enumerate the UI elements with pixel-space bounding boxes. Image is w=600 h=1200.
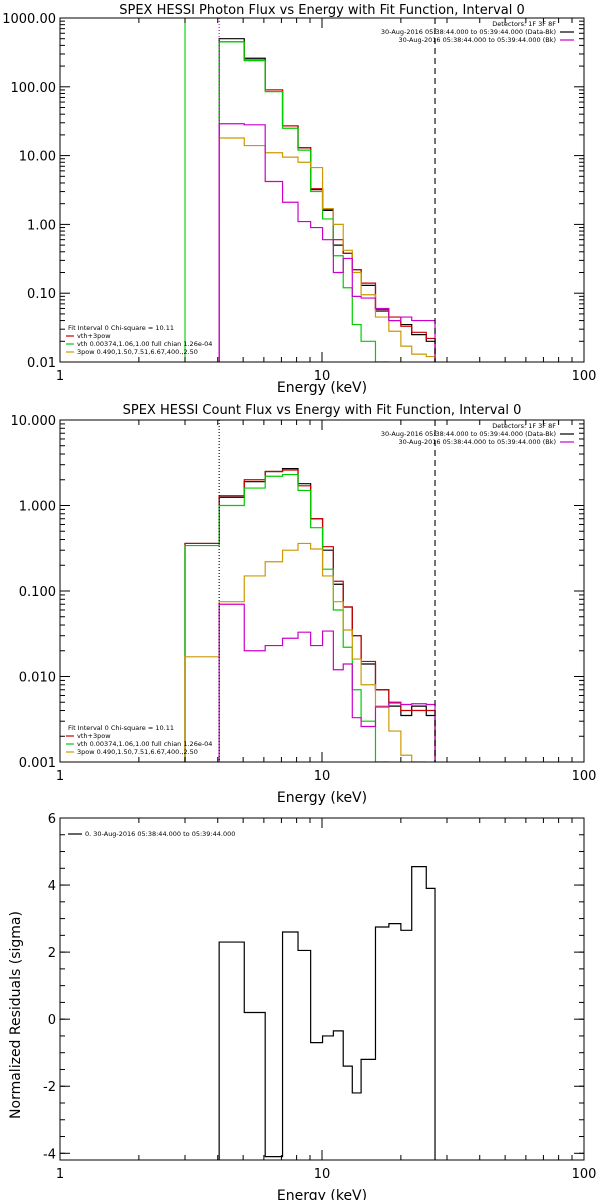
- count-flux-title: SPEX HESSI Count Flux vs Energy with Fit…: [123, 403, 522, 418]
- series-line-3pow: [184, 542, 427, 762]
- y-tick-label: 100.00: [11, 81, 57, 96]
- legend-entry-text: 3pow 0.490,1.50,7.51,6.67,400.,2.50: [77, 748, 198, 756]
- y-tick-label: 0.010: [19, 671, 56, 686]
- legend-entry-text: vth 0.00374,1.06,1.00 full chian 1.26e-0…: [77, 740, 212, 748]
- series-line-vth-3pow: [184, 469, 436, 762]
- residuals-panel: 1 10 100 -4 -2 0 2 4 6 Energy (keV) Normalized R…: [8, 812, 596, 1200]
- series-line-bk: [184, 603, 436, 762]
- residuals-ylabel: Normalized Residuals (sigma): [8, 911, 24, 1119]
- series-line-3pow: [218, 137, 436, 362]
- legend-entry-text: vth+3pow: [77, 332, 111, 340]
- residuals-legend-top-left: 0. 30-Aug-2016 05:38:44.000 to 05:39:44.…: [68, 830, 235, 838]
- photon-flux-panel: SPEX HESSI Photon Flux vs Energy with Fi…: [2, 3, 596, 396]
- photon-flux-plot-layer: 1 10 100 0.01 0.10 1.00 10.00 100.00 1000.00: [2, 12, 596, 384]
- y-tick-label: 10.00: [19, 150, 56, 165]
- y-tick-label: 1000.00: [2, 12, 56, 27]
- count-flux-panel: SPEX HESSI Count Flux vs Energy with Fit…: [11, 403, 597, 806]
- residuals-xlabel: Energy (keV): [277, 1188, 367, 1200]
- y-tick-label: 0.001: [19, 756, 56, 771]
- legend-entry-text: Detectors: 1F 3F 8F: [492, 20, 556, 28]
- x-tick-label: 1: [56, 369, 64, 384]
- y-tick-label: 1.00: [27, 218, 56, 233]
- legend-entry-text: 30-Aug-2016 05:38:44.000 to 05:39:44.000…: [381, 28, 556, 36]
- plot-frame: [59, 817, 585, 1161]
- photon-flux-legend-bottom-left: Fit Interval 0 Chi-square = 10.11vth+3po…: [66, 324, 212, 356]
- series-line-vth: [218, 41, 389, 362]
- series-line-vth: [184, 473, 389, 762]
- photon-flux-title: SPEX HESSI Photon Flux vs Energy with Fi…: [119, 3, 525, 18]
- y-tick-label: -2: [43, 1080, 56, 1095]
- x-tick-label: 10: [314, 369, 331, 384]
- y-tick-label: 4: [48, 879, 56, 894]
- x-tick-label: 100: [572, 769, 597, 784]
- series-line-bk: [218, 123, 436, 362]
- y-tick-label: 0.10: [27, 287, 56, 302]
- legend-entry-text: vth 0.00374,1.06,1.00 full chian 1.26e-0…: [77, 340, 212, 348]
- legend-entry-text: 0. 30-Aug-2016 05:38:44.000 to 05:39:44.…: [85, 830, 235, 838]
- y-tick-label: 6: [48, 812, 56, 827]
- y-tick-label: 0.100: [19, 585, 56, 600]
- y-tick-label: 1.000: [19, 500, 56, 515]
- series-line-data-bk: [184, 468, 436, 762]
- count-flux-legend-bottom-left: Fit Interval 0 Chi-square = 10.11vth+3po…: [66, 724, 212, 756]
- x-tick-label: 1: [56, 769, 64, 784]
- legend-entry-text: Fit Interval 0 Chi-square = 10.11: [68, 724, 174, 732]
- legend-entry-text: 30-Aug-2016 05:38:44.000 to 05:39:44.000…: [381, 430, 556, 438]
- legend-entry-text: 3pow 0.490,1.50,7.51,6.67,400.,2.50: [77, 348, 198, 356]
- y-tick-label: 10.000: [11, 414, 57, 429]
- plot-frame: [59, 419, 585, 763]
- series-line-residuals: [218, 866, 436, 1160]
- legend-entry-text: vth+3pow: [77, 732, 111, 740]
- legend-entry-text: Detectors: 1F 3F 8F: [492, 422, 556, 430]
- y-tick-label: 0.01: [27, 356, 56, 371]
- legend-entry-text: 30-Aug-2016 05:38:44.000 to 05:39:44.000…: [399, 36, 556, 44]
- count-flux-xlabel: Energy (keV): [277, 790, 367, 806]
- y-tick-label: -4: [43, 1147, 56, 1162]
- x-tick-label: 100: [572, 369, 597, 384]
- series-line-vth-3pow: [218, 41, 436, 362]
- residuals-plot-layer: 1 10 100 -4 -2 0 2 4 6: [43, 812, 596, 1182]
- legend-entry-text: Fit Interval 0 Chi-square = 10.11: [68, 324, 174, 332]
- count-flux-plot-layer: 1 10 100 0.001 0.010 0.100 1.000 10.000: [11, 414, 597, 784]
- x-tick-label: 1: [56, 1167, 64, 1182]
- x-tick-label: 10: [314, 1167, 331, 1182]
- legend-entry-text: 30-Aug-2016 05:38:44.000 to 05:39:44.000…: [399, 438, 556, 446]
- photon-flux-xlabel: Energy (keV): [277, 380, 367, 396]
- series-line-data-bk: [218, 38, 436, 362]
- x-tick-label: 10: [314, 769, 331, 784]
- y-tick-label: 0: [48, 1013, 56, 1028]
- y-tick-label: 2: [48, 946, 56, 961]
- x-tick-label: 100: [572, 1167, 597, 1182]
